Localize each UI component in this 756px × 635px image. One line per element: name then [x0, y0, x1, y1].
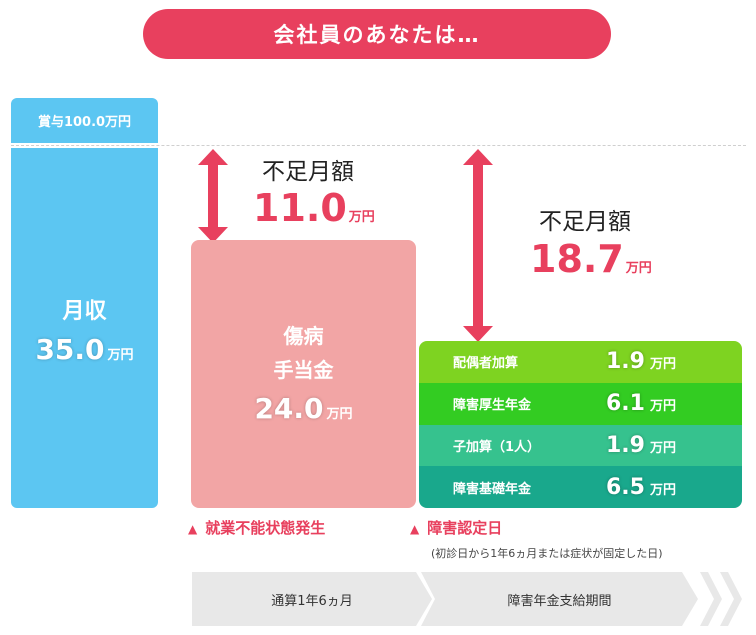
- shortage2-value: 18.7: [530, 237, 624, 281]
- timeline-phase-2: 障害年金支給期間: [421, 572, 698, 626]
- shortage1-label: 不足月額: [262, 159, 354, 185]
- shobyo-value: 24.0: [254, 392, 324, 425]
- triangle-up-icon: ▲: [188, 522, 198, 536]
- event-certification-label: 障害認定日: [427, 519, 503, 537]
- timeline-phase-1: 通算1年6ヵ月: [192, 572, 432, 626]
- pension-row-kiso: 障害基礎年金 6.5 万円: [419, 466, 742, 508]
- shobyo-value-group: 24.0 万円: [191, 392, 416, 425]
- income-bar: 月収 35.0 万円: [11, 148, 158, 508]
- pension-row-kosei: 障害厚生年金 6.1 万円: [419, 382, 742, 425]
- pension-name: 障害基礎年金: [453, 481, 532, 497]
- triangle-up-icon: ▲: [410, 522, 420, 536]
- pension-row-child: 子加算（1人） 1.9 万円: [419, 424, 742, 467]
- pension-amount: 1.9 万円: [606, 432, 676, 458]
- double-arrow-icon: [463, 149, 493, 342]
- pension-stack: 配偶者加算 1.9 万円 障害厚生年金 6.1 万円 子加算（1人） 1.9 万円 障…: [419, 341, 742, 508]
- shortage1-value-group: 11.0 万円: [253, 186, 375, 230]
- income-unit: 万円: [107, 348, 134, 363]
- shobyo-unit: 万円: [326, 407, 353, 422]
- shortage1-unit: 万円: [348, 210, 375, 225]
- event-incapacity: ▲ 就業不能状態発生: [188, 517, 325, 538]
- income-label: 月収: [62, 299, 107, 324]
- shortage2-value-group: 18.7 万円: [530, 237, 652, 281]
- event-incapacity-label: 就業不能状態発生: [205, 519, 326, 537]
- bonus-cap: 賞与100.0万円: [11, 98, 158, 143]
- title-text: 会社員のあなたは…: [273, 23, 481, 47]
- chevron-right-icon: [700, 572, 722, 626]
- shobyo-label-1: 傷病: [283, 324, 324, 348]
- pension-name: 障害厚生年金: [453, 398, 532, 414]
- income-value: 35.0: [35, 333, 105, 366]
- shobyo-label-2: 手当金: [273, 358, 334, 382]
- shortage1-value: 11.0: [253, 186, 347, 230]
- pension-name: 配偶者加算: [453, 356, 519, 372]
- timeline-phase-1-label: 通算1年6ヵ月: [271, 593, 353, 609]
- title-banner: 会社員のあなたは…: [143, 9, 611, 59]
- pension-amount: 6.1 万円: [606, 391, 676, 417]
- bonus-divider: [11, 145, 746, 146]
- event-certification-note: (初診日から1年6ヵ月または症状が固定した日): [431, 547, 663, 560]
- timeline-phase-2-label: 障害年金支給期間: [507, 593, 612, 609]
- shortage2-label: 不足月額: [539, 209, 631, 235]
- bonus-label: 賞与100.0万円: [37, 115, 132, 130]
- pension-amount: 1.9 万円: [606, 349, 676, 375]
- shortage2-unit: 万円: [625, 261, 652, 276]
- chevron-right-icon: [720, 572, 742, 626]
- income-value-group: 35.0 万円: [11, 333, 158, 366]
- shobyo-bar: 傷病 手当金 24.0 万円: [191, 240, 416, 508]
- pension-name: 子加算（1人）: [453, 439, 541, 455]
- double-arrow-icon: [198, 149, 228, 243]
- pension-row-spouse: 配偶者加算 1.9 万円: [419, 341, 742, 383]
- pension-amount: 6.5 万円: [606, 474, 676, 500]
- event-certification: ▲ 障害認定日: [410, 517, 502, 538]
